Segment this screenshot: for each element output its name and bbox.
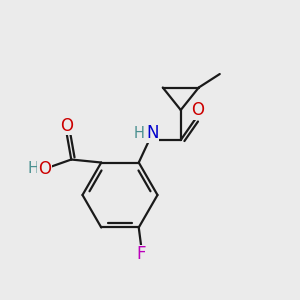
Text: O: O bbox=[191, 101, 204, 119]
Text: F: F bbox=[136, 245, 146, 263]
Text: O: O bbox=[38, 160, 51, 178]
Text: O: O bbox=[60, 117, 73, 135]
Text: H: H bbox=[133, 126, 144, 141]
Text: N: N bbox=[146, 124, 158, 142]
Text: H: H bbox=[27, 161, 39, 176]
